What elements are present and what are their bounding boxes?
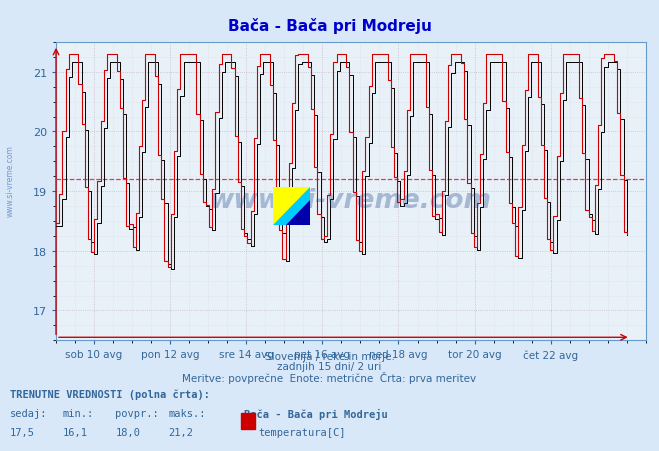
Text: min.:: min.: <box>63 408 94 418</box>
Text: temperatura[C]: temperatura[C] <box>258 428 346 437</box>
Text: Bača - Bača pri Modreju: Bača - Bača pri Modreju <box>227 18 432 34</box>
Text: 16,1: 16,1 <box>63 428 88 437</box>
Text: 18,0: 18,0 <box>115 428 140 437</box>
Text: www.si-vreme.com: www.si-vreme.com <box>210 188 492 214</box>
Text: povpr.:: povpr.: <box>115 408 159 418</box>
Text: 17,5: 17,5 <box>10 428 35 437</box>
Text: www.si-vreme.com: www.si-vreme.com <box>6 144 15 216</box>
Polygon shape <box>273 187 310 226</box>
Text: TRENUTNE VREDNOSTI (polna črta):: TRENUTNE VREDNOSTI (polna črta): <box>10 389 210 399</box>
Text: sedaj:: sedaj: <box>10 408 47 418</box>
Polygon shape <box>286 201 310 226</box>
Text: Meritve: povprečne  Enote: metrične  Črta: prva meritev: Meritve: povprečne Enote: metrične Črta:… <box>183 371 476 383</box>
Polygon shape <box>273 187 310 226</box>
Text: Bača - Bača pri Modreju: Bača - Bača pri Modreju <box>244 408 387 419</box>
Text: Slovenija / reke in morje.: Slovenija / reke in morje. <box>264 351 395 361</box>
Text: maks.:: maks.: <box>168 408 206 418</box>
Text: 21,2: 21,2 <box>168 428 193 437</box>
Text: zadnjih 15 dni/ 2 uri: zadnjih 15 dni/ 2 uri <box>277 361 382 371</box>
